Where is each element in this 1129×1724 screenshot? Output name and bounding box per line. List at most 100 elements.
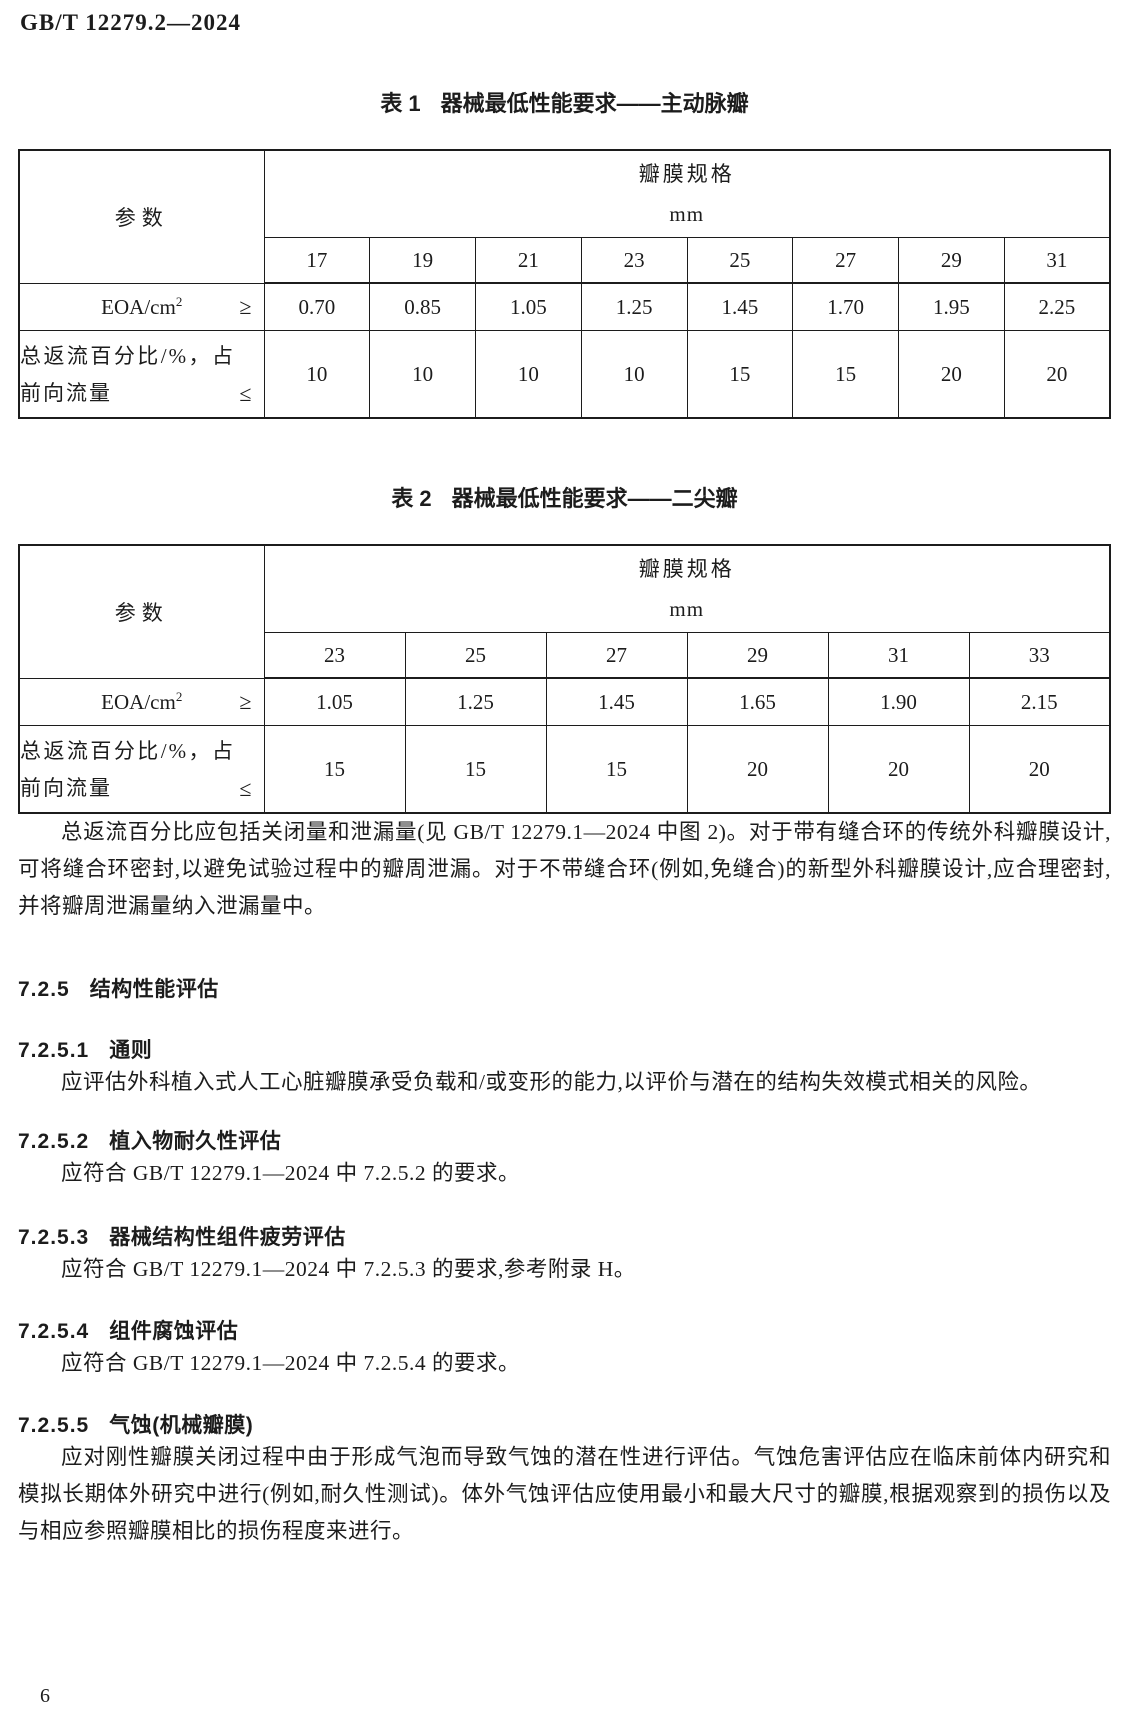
table1-size: 29	[898, 237, 1005, 284]
paragraph-7-2-5-1: 应评估外科植入式人工心脏瓣膜承受负载和/或变形的能力,以评价与潜在的结构失效模式…	[61, 1070, 1042, 1094]
table1-eoa-value: 1.45	[686, 282, 794, 331]
table1-regurgitation-value: 10	[369, 330, 476, 419]
table2-size: 23	[263, 632, 406, 679]
lte-operator: ≤	[239, 776, 252, 801]
table2-size: 31	[827, 632, 970, 679]
regurgitation-label-text: 总返流百分比/%，占前向流量	[20, 739, 235, 800]
table2-size: 27	[545, 632, 688, 679]
table1-size: 19	[369, 237, 476, 284]
table1-caption: 表 1 器械最低性能要求——主动脉瓣	[18, 86, 1111, 118]
table2-spec-header: 瓣膜规格 mm	[263, 544, 1111, 633]
table2-regurgitation-label: 总返流百分比/%，占前向流量 ≤	[18, 725, 265, 814]
table2-size: 25	[404, 632, 547, 679]
table2-eoa-label: EOA/cm2 ≥	[18, 677, 265, 726]
table2-spec-title: 瓣膜规格	[638, 557, 735, 581]
table2-eoa-value: 1.65	[686, 677, 829, 726]
table1-regurgitation-value: 20	[898, 330, 1005, 419]
table1-spec-unit: mm	[669, 202, 705, 226]
table2-size: 33	[968, 632, 1111, 679]
paragraph-7-2-5-2: 应符合 GB/T 12279.1—2024 中 7.2.5.2 的要求。	[61, 1161, 520, 1185]
table1-spec-title: 瓣膜规格	[638, 162, 735, 186]
table1-eoa-value: 1.25	[580, 282, 688, 331]
lte-operator: ≤	[239, 381, 252, 406]
paragraph-regurgitation-note: 总返流百分比应包括关闭量和泄漏量(见 GB/T 12279.1—2024 中图 …	[18, 820, 1111, 918]
table1-param-header: 参数	[18, 149, 265, 284]
eoa-label-text: EOA/cm	[101, 689, 176, 714]
table2-mitral-valve: 参数 瓣膜规格 mm 23 25 27 29 31 33 EOA/cm2 ≥ 1	[18, 544, 1111, 814]
section-number: 7.2.5.2	[18, 1130, 90, 1153]
table2-regurgitation-value: 20	[968, 725, 1111, 814]
section-title: 组件腐蚀评估	[109, 1320, 239, 1343]
paragraph-7-2-5-4: 应符合 GB/T 12279.1—2024 中 7.2.5.4 的要求。	[61, 1351, 520, 1375]
table2-caption-title: 器械最低性能要求——二尖瓣	[451, 486, 738, 511]
section-heading-7-2-5: 7.2.5 结构性能评估	[18, 973, 1111, 1003]
section-number: 7.2.5.3	[18, 1226, 90, 1249]
table1-regurgitation-value: 10	[475, 330, 582, 419]
table1-regurgitation-value: 10	[580, 330, 688, 419]
table1-caption-label: 表 1	[380, 91, 421, 116]
table2-eoa-value: 1.45	[545, 677, 688, 726]
table1-eoa-row: EOA/cm2 ≥ 0.70 0.85 1.05 1.25 1.45 1.70 …	[18, 282, 1111, 331]
table1-size: 21	[475, 237, 582, 284]
table2-header-row: 参数 瓣膜规格 mm	[18, 544, 1111, 679]
table1-size: 17	[263, 237, 371, 284]
section-title: 气蚀(机械瓣膜)	[109, 1414, 254, 1437]
table1-spec-header: 瓣膜规格 mm	[263, 149, 1111, 238]
table2-eoa-value: 1.90	[827, 677, 970, 726]
table2-eoa-value: 1.25	[404, 677, 547, 726]
section-heading-7-2-5-3: 7.2.5.3 器械结构性组件疲劳评估	[18, 1221, 1111, 1251]
section-heading-7-2-5-5: 7.2.5.5 气蚀(机械瓣膜)	[18, 1409, 1111, 1439]
table1-regurgitation-value: 15	[686, 330, 794, 419]
section-title: 结构性能评估	[89, 978, 219, 1001]
eoa-label-text: EOA/cm	[101, 294, 176, 319]
table2-regurgitation-value: 15	[545, 725, 688, 814]
table2-spec-unit: mm	[669, 597, 705, 621]
table1-regurgitation-value: 15	[792, 330, 899, 419]
table1-eoa-value: 0.85	[369, 282, 476, 331]
table1-aortic-valve: 参数 瓣膜规格 mm 17 19 21 23 25 27 29 31 EOA/c…	[18, 149, 1111, 419]
regurgitation-label-text: 总返流百分比/%，占前向流量	[20, 344, 235, 405]
table2-regurgitation-row: 总返流百分比/%，占前向流量 ≤ 15 15 15 20 20 20	[18, 725, 1111, 814]
table1-eoa-value: 0.70	[263, 282, 371, 331]
table1-eoa-value: 1.05	[475, 282, 582, 331]
table2-eoa-value: 1.05	[263, 677, 406, 726]
table2-regurgitation-value: 20	[686, 725, 829, 814]
section-heading-7-2-5-1: 7.2.5.1 通则	[18, 1034, 1111, 1064]
table2-regurgitation-value: 15	[404, 725, 547, 814]
gte-operator: ≥	[239, 688, 252, 714]
gte-operator: ≥	[239, 293, 252, 319]
table1-eoa-value: 2.25	[1003, 282, 1111, 331]
section-title: 通则	[109, 1039, 153, 1062]
table2-caption: 表 2 器械最低性能要求——二尖瓣	[18, 481, 1111, 513]
table1-regurgitation-value: 10	[263, 330, 371, 419]
table2-eoa-row: EOA/cm2 ≥ 1.05 1.25 1.45 1.65 1.90 2.15	[18, 677, 1111, 726]
table1-regurgitation-label: 总返流百分比/%，占前向流量 ≤	[18, 330, 265, 419]
section-number: 7.2.5.5	[18, 1414, 90, 1437]
eoa-label-sup: 2	[175, 293, 183, 309]
table2-size: 29	[686, 632, 829, 679]
section-heading-7-2-5-2: 7.2.5.2 植入物耐久性评估	[18, 1125, 1111, 1155]
table1-size: 31	[1003, 237, 1111, 284]
eoa-label-sup: 2	[175, 688, 183, 704]
table1-eoa-value: 1.95	[898, 282, 1005, 331]
table1-size: 27	[792, 237, 899, 284]
table1-size: 25	[686, 237, 794, 284]
table1-regurgitation-row: 总返流百分比/%，占前向流量 ≤ 10 10 10 10 15 15 20 20	[18, 330, 1111, 419]
section-number: 7.2.5.4	[18, 1320, 90, 1343]
doc-number: GB/T 12279.2—2024	[20, 10, 242, 35]
table2-regurgitation-value: 20	[827, 725, 970, 814]
table1-caption-title: 器械最低性能要求——主动脉瓣	[440, 91, 749, 116]
table1-eoa-value: 1.70	[792, 282, 899, 331]
table2-regurgitation-value: 15	[263, 725, 406, 814]
table2-param-header: 参数	[18, 544, 265, 679]
table2-eoa-value: 2.15	[968, 677, 1111, 726]
section-number: 7.2.5.1	[18, 1039, 90, 1062]
section-title: 植入物耐久性评估	[109, 1130, 282, 1153]
paragraph-7-2-5-5: 应对刚性瓣膜关闭过程中由于形成气泡而导致气蚀的潜在性进行评估。气蚀危害评估应在临…	[18, 1445, 1111, 1543]
section-title: 器械结构性组件疲劳评估	[109, 1226, 346, 1249]
table2-sizes-row: 23 25 27 29 31 33	[19, 632, 1111, 679]
page-number: 6	[40, 1685, 50, 1707]
section-number: 7.2.5	[18, 978, 70, 1001]
table2-caption-label: 表 2	[391, 486, 432, 511]
